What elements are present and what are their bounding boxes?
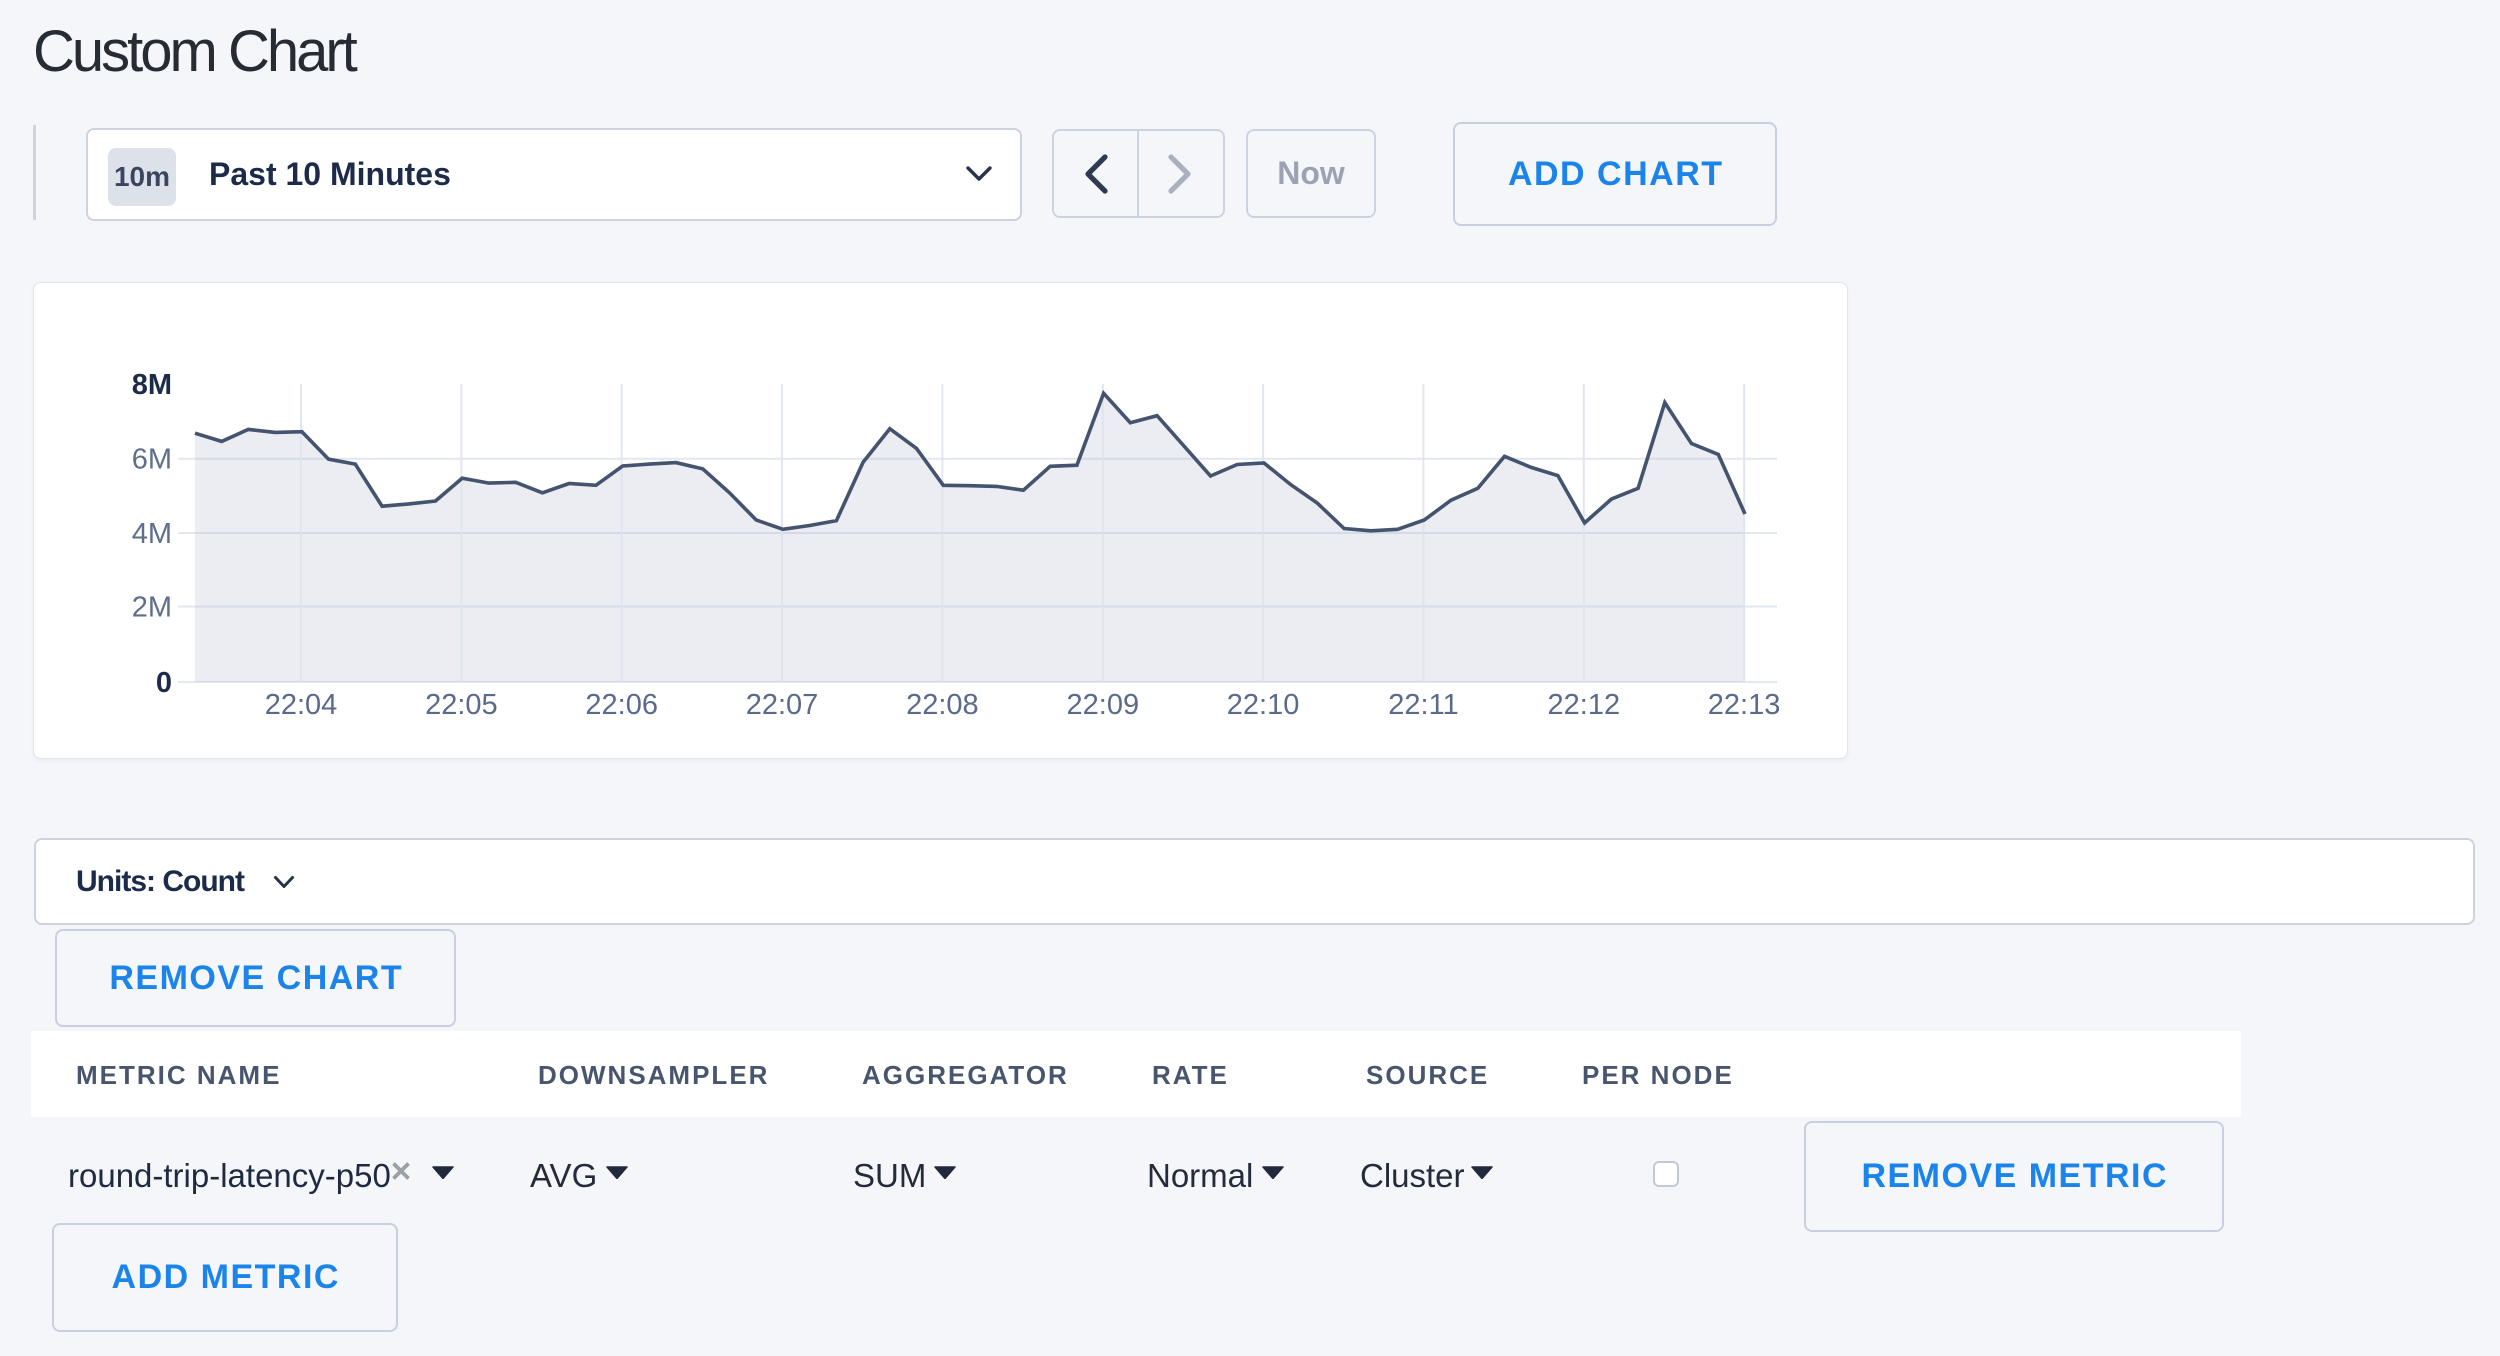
- svg-text:22:07: 22:07: [746, 689, 819, 721]
- svg-text:22:12: 22:12: [1548, 689, 1621, 721]
- svg-text:0: 0: [156, 667, 172, 699]
- svg-text:22:13: 22:13: [1708, 689, 1781, 721]
- svg-text:4M: 4M: [132, 518, 172, 550]
- svg-text:22:08: 22:08: [906, 689, 979, 721]
- svg-text:8M: 8M: [132, 369, 172, 401]
- svg-text:2M: 2M: [132, 592, 172, 624]
- svg-text:22:11: 22:11: [1388, 689, 1458, 721]
- svg-text:22:06: 22:06: [585, 689, 658, 721]
- svg-text:22:05: 22:05: [425, 689, 498, 721]
- svg-text:22:04: 22:04: [265, 689, 338, 721]
- svg-text:6M: 6M: [132, 444, 172, 476]
- svg-text:22:10: 22:10: [1227, 689, 1300, 721]
- svg-text:22:09: 22:09: [1067, 689, 1140, 721]
